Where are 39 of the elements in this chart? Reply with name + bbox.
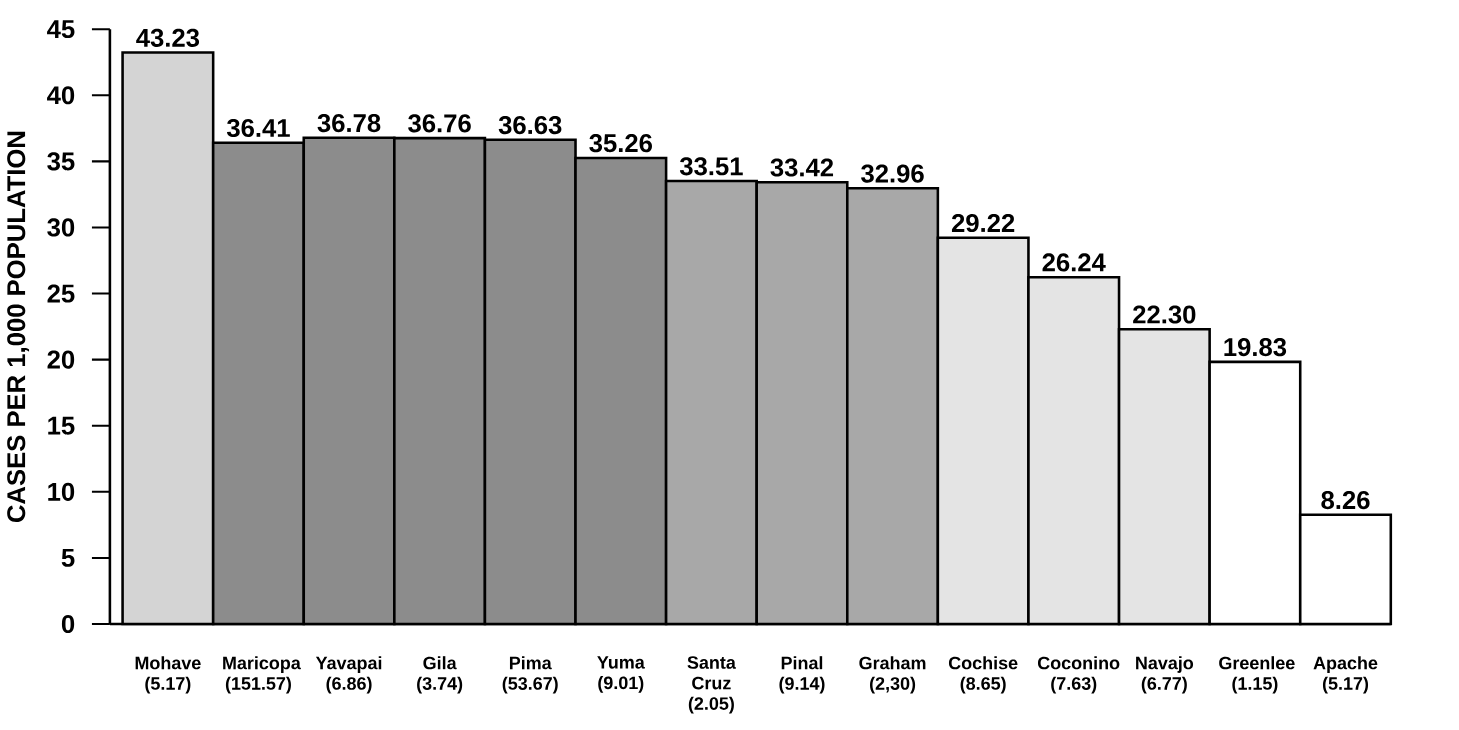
x-tick-label: Pinal (9.14) bbox=[779, 656, 825, 694]
y-tick-label: 25 bbox=[47, 284, 75, 303]
data-label: 8.26 bbox=[1321, 491, 1370, 510]
data-label: 19.83 bbox=[1224, 338, 1287, 357]
y-tick-label: 35 bbox=[47, 152, 75, 171]
y-tick-label: 5 bbox=[61, 549, 75, 567]
x-tick-label: Pima (53.67) bbox=[502, 656, 558, 694]
data-label: 26.24 bbox=[1042, 253, 1106, 272]
data-label: 22.30 bbox=[1133, 305, 1196, 324]
data-label: 29.22 bbox=[951, 214, 1015, 233]
y-tick-label: 15 bbox=[48, 416, 75, 435]
data-label: 36.41 bbox=[226, 118, 290, 138]
x-tick-label: Yavapai (6.86) bbox=[315, 656, 382, 694]
data-label: 33.42 bbox=[770, 158, 834, 177]
x-tick-label: Greenlee (1.15) bbox=[1219, 656, 1295, 694]
x-tick-label: Gila (3.74) bbox=[417, 656, 463, 694]
y-tick-label: 0 bbox=[61, 615, 75, 634]
data-label: 43.23 bbox=[136, 28, 200, 48]
y-tick-label: 45 bbox=[47, 20, 75, 39]
y-tick-label: 40 bbox=[47, 86, 75, 105]
x-tick-label: Maricopa (151.57) bbox=[223, 656, 301, 694]
data-label: 33.51 bbox=[679, 157, 743, 176]
x-tick-label: Coconino (7.63) bbox=[1037, 656, 1120, 694]
data-label: 36.76 bbox=[408, 114, 471, 133]
y-tick-label: 20 bbox=[47, 350, 75, 369]
x-tick-label: Santa Cruz (2.05) bbox=[687, 656, 736, 714]
data-label: 35.26 bbox=[589, 134, 652, 153]
y-tick-label: 30 bbox=[47, 218, 75, 237]
y-axis-title: CASES PER 1,000 POPULATION bbox=[7, 131, 30, 523]
data-label: 36.63 bbox=[498, 116, 562, 135]
x-tick-label: Apache (5.17) bbox=[1313, 656, 1378, 694]
x-tick-label: Yuma (9.01) bbox=[597, 656, 645, 693]
x-tick-label: Navajo (6.77) bbox=[1136, 656, 1194, 694]
x-tick-label: Mohave (5.17) bbox=[135, 656, 201, 694]
x-tick-label: Graham (2,30) bbox=[859, 656, 926, 694]
y-tick-label: 10 bbox=[48, 482, 75, 501]
data-label: 32.96 bbox=[861, 164, 924, 183]
data-label: 36.78 bbox=[317, 114, 381, 133]
x-tick-label: Cochise (8.65) bbox=[948, 656, 1018, 694]
